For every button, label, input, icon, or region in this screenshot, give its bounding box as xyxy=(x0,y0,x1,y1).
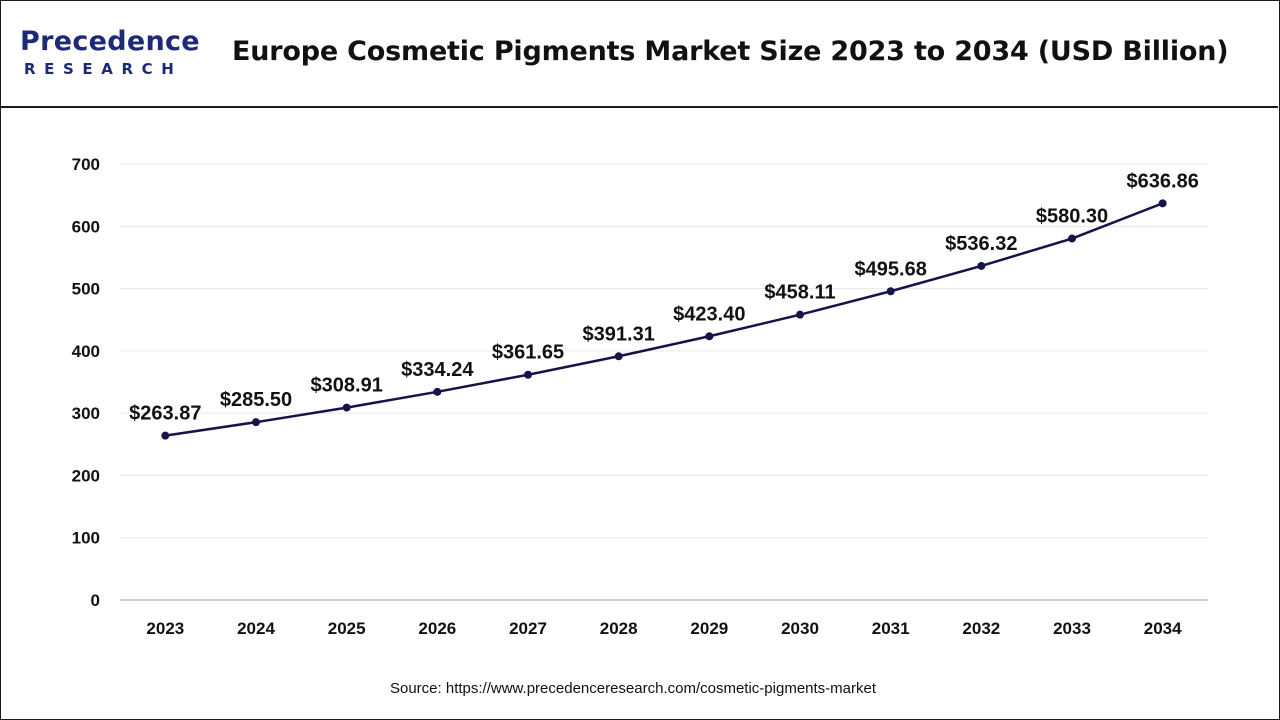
data-point[interactable] xyxy=(1068,234,1076,243)
data-point[interactable] xyxy=(796,310,804,319)
x-tick-label: 2031 xyxy=(872,619,910,638)
data-label: $580.30 xyxy=(1036,206,1108,228)
data-label: $263.87 xyxy=(129,403,201,425)
data-point[interactable] xyxy=(524,370,532,379)
x-tick-label: 2030 xyxy=(781,619,819,638)
x-tick-label: 2024 xyxy=(237,619,275,638)
data-label: $391.31 xyxy=(583,323,655,345)
data-point[interactable] xyxy=(705,332,714,341)
data-point[interactable] xyxy=(1158,199,1167,208)
y-tick-label: 300 xyxy=(72,404,100,423)
y-tick-label: 600 xyxy=(72,217,100,236)
x-tick-label: 2034 xyxy=(1144,619,1182,638)
line-chart: 0 100 200 300 400 500 600 700 2023 2024 2025 2026 20… xyxy=(72,155,1208,638)
y-tick-label: 200 xyxy=(72,466,100,485)
data-label: $636.86 xyxy=(1127,170,1199,192)
series-line xyxy=(165,202,1164,437)
data-point[interactable] xyxy=(614,352,623,361)
data-label: $308.91 xyxy=(311,375,383,397)
x-tick-label: 2026 xyxy=(418,619,456,638)
source-note: Source: https://www.precedenceresearch.c… xyxy=(389,680,877,697)
chart-title: Europe Cosmetic Pigments Market Size 202… xyxy=(232,36,1229,67)
y-tick-label: 400 xyxy=(72,342,100,361)
data-point[interactable] xyxy=(342,403,351,412)
logo-wordmark: Precedence xyxy=(20,26,200,57)
y-tick-label: 500 xyxy=(72,280,100,299)
data-label: $458.11 xyxy=(764,282,835,304)
y-tick-label: 0 xyxy=(91,591,100,610)
x-tick-label: 2025 xyxy=(328,619,366,638)
data-point[interactable] xyxy=(977,261,986,270)
data-point[interactable] xyxy=(886,287,895,296)
data-label: $285.50 xyxy=(220,389,292,411)
data-label: $423.40 xyxy=(673,303,745,325)
x-tick-label: 2027 xyxy=(509,619,547,638)
header: Precedence RESEARCH Europe Cosmetic Pigm… xyxy=(0,0,1278,108)
logo-subtitle: RESEARCH xyxy=(24,60,183,78)
y-tick-label: 100 xyxy=(72,529,100,548)
brand-logo[interactable]: Precedence RESEARCH xyxy=(20,26,220,86)
data-label: $495.68 xyxy=(855,258,927,280)
data-label: $334.24 xyxy=(401,359,474,381)
data-point[interactable] xyxy=(252,418,260,427)
x-tick-label: 2033 xyxy=(1053,619,1091,638)
x-tick-label: 2029 xyxy=(690,619,728,638)
data-point[interactable] xyxy=(161,431,170,440)
x-tick-label: 2028 xyxy=(600,619,638,638)
x-tick-label: 2023 xyxy=(146,619,184,638)
data-label: $536.32 xyxy=(945,233,1017,255)
data-label: $361.65 xyxy=(492,342,564,364)
data-point[interactable] xyxy=(433,387,442,396)
x-tick-label: 2032 xyxy=(962,619,1000,638)
y-tick-label: 700 xyxy=(72,155,100,174)
